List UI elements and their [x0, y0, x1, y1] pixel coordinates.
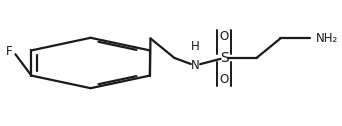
Text: F: F [6, 44, 13, 58]
Text: NH₂: NH₂ [316, 32, 339, 45]
Text: N: N [190, 59, 199, 72]
Text: O: O [219, 73, 229, 86]
Text: O: O [219, 30, 229, 43]
Text: S: S [220, 51, 228, 65]
Text: H: H [190, 40, 199, 53]
